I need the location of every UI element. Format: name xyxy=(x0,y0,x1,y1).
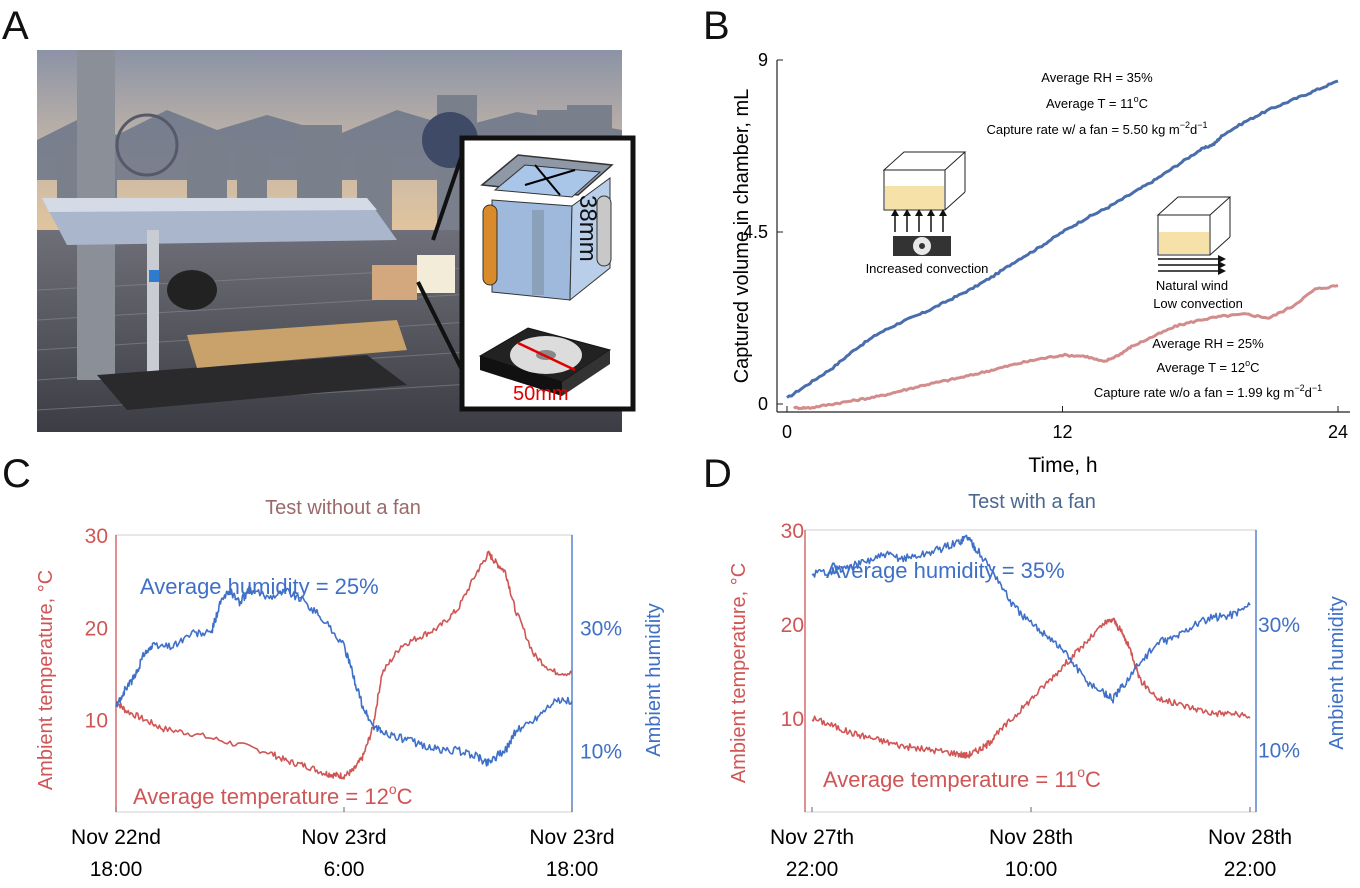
inset-dimension-height: 38mm xyxy=(574,195,601,262)
chart-b-ann-rate-fan: Capture rate w/ a fan = 5.50 kg m−2d−1 xyxy=(986,120,1207,137)
chart-d-xtick-label-date: Nov 27th xyxy=(770,826,854,849)
chart-d-xtick-label-date: Nov 28th xyxy=(989,826,1073,849)
chart-d-title: Test with a fan xyxy=(968,491,1096,513)
chart-b-xtick-label: 0 xyxy=(782,422,792,442)
chart-c-xtick-label-time: 18:00 xyxy=(546,858,599,881)
chart-d-xtick-label-date: Nov 28th xyxy=(1208,826,1292,849)
chart-c-ytick-left: 20 xyxy=(85,617,108,640)
inset-connector-bottom xyxy=(416,281,464,371)
fan-icon-label: Increased convection xyxy=(866,261,989,276)
chart-b-ytick-label: 4.5 xyxy=(743,222,768,242)
fan-dimension-arrow xyxy=(517,341,576,372)
chart-b-xlabel: Time, h xyxy=(1028,454,1097,477)
panel-label-c: C xyxy=(2,452,31,496)
chart-d-xtick-label-time: 22:00 xyxy=(1224,858,1277,881)
chart-c-title: Test without a fan xyxy=(265,497,421,519)
chart-b-xtick-label: 12 xyxy=(1052,422,1072,442)
chart-c-ylabel-right: Ambient humidity xyxy=(643,603,665,756)
chart-c-series-temperature xyxy=(115,550,573,780)
chart-c-xtick-label-date: Nov 23rd xyxy=(529,826,614,849)
chamber-drawing xyxy=(480,154,614,302)
chart-d-series-temperature xyxy=(811,617,1251,759)
chart-d-xtick-label-time: 22:00 xyxy=(786,858,839,881)
chart-c-ytick-left: 30 xyxy=(85,525,108,548)
fan-drawing xyxy=(478,327,612,396)
chart-c-xtick-label-date: Nov 22nd xyxy=(71,826,161,849)
chart-b-series-line xyxy=(792,284,1339,411)
chart-c-ytick-right: 10% xyxy=(580,740,622,763)
chart-d-ann-humidity: Average humidity = 35% xyxy=(826,558,1065,583)
chart-c-series-humidity xyxy=(115,585,573,767)
chart-b-ylabel: Captured volume in chamber, mL xyxy=(731,89,753,384)
chart-b-ann-rh-fan: Average RH = 35% xyxy=(1041,70,1153,85)
chart-d-ylabel-left: Ambient temperature, °C xyxy=(728,563,750,783)
chart-c-ann-humidity: Average humidity = 25% xyxy=(140,574,379,599)
chart-c-ytick-right: 30% xyxy=(580,617,622,640)
panel-label-b: B xyxy=(703,4,730,48)
chart-d-ytick-left: 20 xyxy=(781,614,804,637)
chart-b-ann-t-fan: Average T = 11oC xyxy=(1046,94,1148,111)
chart-c-xtick-label-time: 6:00 xyxy=(324,858,365,881)
panel-label-d: D xyxy=(703,452,732,496)
inset-connector-top xyxy=(431,154,464,241)
chart-d-ytick-left: 30 xyxy=(781,520,804,543)
wind-label-2: Low convection xyxy=(1153,296,1243,311)
chart-b-ann-rate-nofan: Capture rate w/o a fan = 1.99 kg m−2d−1 xyxy=(1094,383,1322,400)
wind-label-1: Natural wind xyxy=(1156,278,1228,293)
chart-b-ann-rh-nofan: Average RH = 25% xyxy=(1152,336,1264,351)
chart-c-ann-temperature: Average temperature = 12oC xyxy=(133,781,413,809)
chart-b-ann-t-nofan: Average T = 12oC xyxy=(1157,358,1260,375)
chart-d-ylabel-right: Ambient humidity xyxy=(1326,596,1348,749)
chart-b-annotations-fan: Average RH = 35% Average T = 11oC Captur… xyxy=(986,70,1207,137)
inset-dimension-width: 50mm xyxy=(513,383,569,405)
chart-b-series-line xyxy=(786,79,1339,399)
chart-d-series-humidity xyxy=(811,534,1251,704)
chart-d-ytick-right: 10% xyxy=(1258,739,1300,762)
chart-c-xtick-label-time: 18:00 xyxy=(90,858,143,881)
chart-c-ytick-left: 10 xyxy=(85,710,108,733)
fan-chamber-icon xyxy=(882,151,967,256)
chart-b-xtick-label: 24 xyxy=(1328,422,1348,442)
chart-d-ann-temperature: Average temperature = 11oC xyxy=(823,764,1101,792)
chart-b-annotations-nofan: Average RH = 25% Average T = 12oC Captur… xyxy=(1094,336,1322,400)
panel-label-a: A xyxy=(2,4,29,48)
chart-d-ytick-left: 10 xyxy=(781,708,804,731)
chart-b-axes xyxy=(776,60,1350,413)
chart-b-ytick-label: 0 xyxy=(758,394,768,414)
chart-c-xtick-label-date: Nov 23rd xyxy=(301,826,386,849)
chart-d-xtick-label-time: 10:00 xyxy=(1005,858,1058,881)
wind-chamber-icon xyxy=(1156,196,1232,275)
chart-d-ytick-right: 30% xyxy=(1258,614,1300,637)
chart-b-ytick-label: 9 xyxy=(758,50,768,70)
chart-c-ylabel-left: Ambient temperature, °C xyxy=(35,570,57,790)
